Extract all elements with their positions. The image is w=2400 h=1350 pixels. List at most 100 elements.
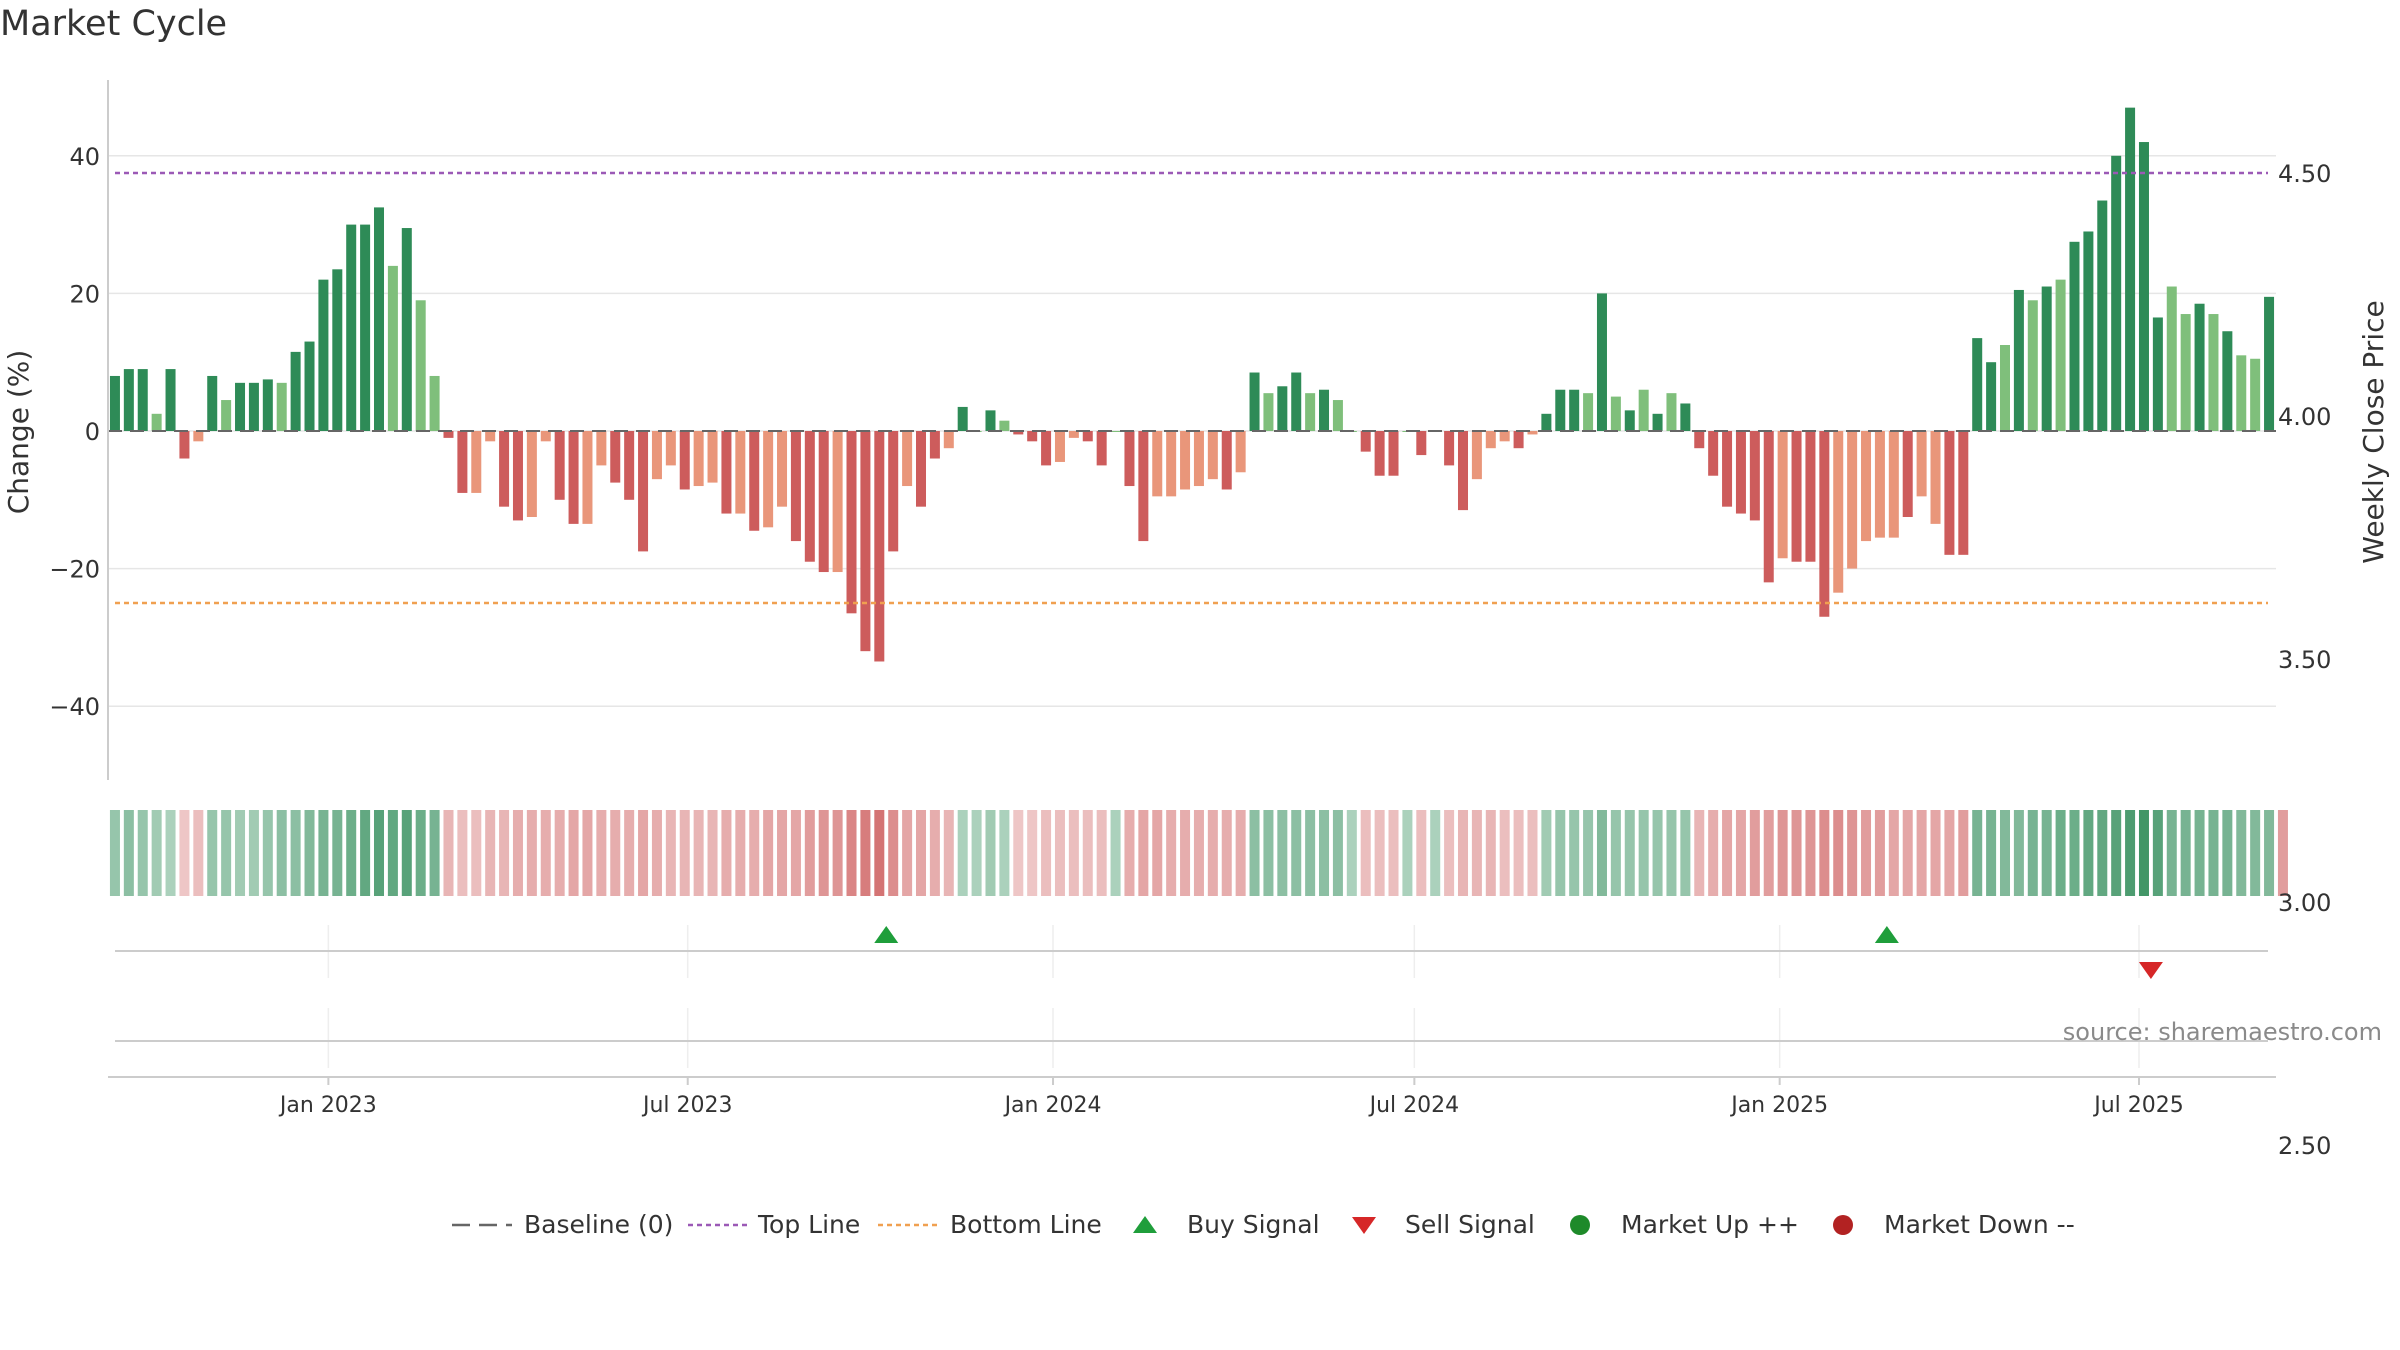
bar (2264, 296, 2275, 431)
bar (415, 300, 426, 431)
bar (1041, 431, 1052, 466)
heat-cell (1082, 810, 1093, 896)
heat-cell (1152, 810, 1163, 896)
heat-cell (1999, 810, 2011, 896)
bar (221, 400, 232, 431)
heat-cell (1583, 810, 1594, 896)
bar (1513, 431, 1524, 449)
bar (1569, 389, 1580, 431)
legend-label: Market Down -- (1884, 1210, 2075, 1239)
heat-cell (332, 810, 343, 896)
bar (582, 431, 593, 524)
heat-cell (1207, 810, 1218, 896)
bar (318, 279, 329, 431)
heat-cell (943, 810, 954, 896)
heat-cell (123, 810, 134, 896)
y-right-tick-label: 4.50 (2278, 160, 2331, 188)
bar (1277, 386, 1288, 431)
bar (1457, 431, 1469, 511)
bar (1805, 431, 1816, 562)
heat-cell (1666, 810, 1677, 896)
bar (1652, 413, 1663, 431)
heat-cell (763, 810, 774, 896)
buy-signal-marker (874, 926, 899, 943)
bar (2152, 317, 2163, 431)
heat-cell (2138, 810, 2149, 896)
bar (2194, 303, 2205, 431)
bar (2013, 289, 2024, 431)
bar (165, 369, 176, 431)
heat-cell (1541, 810, 1552, 896)
heat-cell (1708, 810, 1719, 896)
heat-cell (804, 810, 815, 896)
signal-markers (874, 926, 2163, 979)
bar (902, 431, 913, 487)
bar (1833, 431, 1844, 593)
heat-cell (693, 810, 704, 896)
bar (915, 431, 927, 507)
bar (1054, 431, 1065, 462)
bar (1138, 431, 1149, 542)
bar (1666, 393, 1677, 431)
heat-cell (1847, 810, 1858, 896)
heat-cell (1861, 810, 1872, 896)
heat-cell (1944, 810, 1955, 896)
bar (1527, 431, 1538, 435)
y-right-tick-label: 3.50 (2278, 646, 2331, 674)
heat-cell (1902, 810, 1913, 896)
y-tick-label: 20 (69, 280, 100, 308)
bar (1082, 431, 1093, 442)
bar (610, 431, 621, 483)
heat-cell (624, 810, 635, 896)
grid-lines (108, 155, 2276, 1068)
heat-cell (1110, 810, 1121, 896)
bar (707, 431, 718, 483)
heat-cell (582, 810, 593, 896)
bar (679, 431, 690, 490)
heat-cell (1166, 810, 1177, 896)
heat-cell (415, 810, 426, 896)
heat-cell (2236, 810, 2247, 896)
bar (1416, 431, 1427, 456)
bar (248, 382, 259, 431)
heat-cell (1624, 810, 1635, 896)
bar (1291, 372, 1302, 431)
bar (123, 369, 134, 431)
heat-cell (1596, 810, 1607, 896)
bar (109, 375, 120, 431)
heat-cell (1235, 810, 1246, 896)
bar (2125, 107, 2136, 431)
bar (1110, 431, 1121, 432)
bar (804, 431, 815, 562)
bar (1999, 345, 2011, 431)
heat-cell (1485, 810, 1496, 896)
heat-cell (179, 810, 190, 896)
bar (1986, 362, 1997, 431)
heat-cell (596, 810, 607, 896)
bar (818, 431, 829, 573)
bar (888, 431, 899, 552)
bar (304, 341, 315, 431)
legend-label: Baseline (0) (524, 1210, 673, 1239)
heat-cell (2069, 810, 2080, 896)
heat-cell (1124, 810, 1135, 896)
bar (596, 431, 607, 466)
heat-cell (137, 810, 148, 896)
heat-cell (290, 810, 301, 896)
heat-cell (860, 810, 871, 896)
heat-cell (221, 810, 232, 896)
x-tick-label: Jul 2023 (641, 1093, 733, 1118)
heat-cell (2027, 810, 2038, 896)
heat-cell (1027, 810, 1038, 896)
bar (832, 431, 843, 573)
heat-cell (707, 810, 718, 896)
legend-market-up-icon (1570, 1215, 1590, 1235)
heat-cell (1499, 810, 1510, 896)
sell-signal-marker (2138, 962, 2163, 979)
bar (957, 406, 968, 431)
heat-cell (1388, 810, 1399, 896)
bar (1735, 431, 1746, 514)
bar (512, 431, 523, 521)
heat-cell (109, 810, 120, 896)
